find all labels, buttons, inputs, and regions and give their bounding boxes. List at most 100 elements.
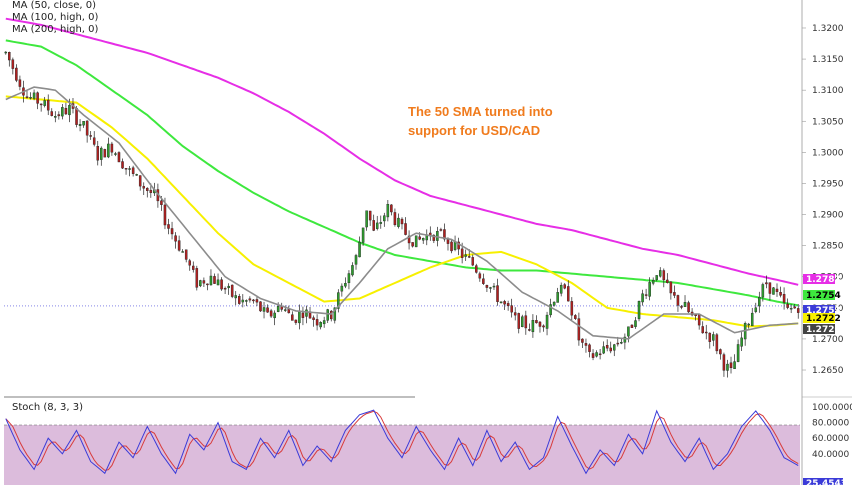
candle-body xyxy=(662,270,666,281)
candle-body xyxy=(75,108,78,125)
price-tag: 1.2754 xyxy=(803,290,841,301)
candle xyxy=(471,254,475,267)
candle xyxy=(103,148,107,158)
stoch-d-line xyxy=(5,410,799,471)
candle xyxy=(220,277,223,291)
candle-body xyxy=(18,79,22,87)
candle-body xyxy=(121,161,124,169)
candle-body xyxy=(602,346,605,354)
candle xyxy=(107,137,110,159)
candle-body xyxy=(78,124,82,126)
candle-body xyxy=(407,235,411,244)
candle xyxy=(609,341,612,354)
candle xyxy=(758,291,761,313)
candle-body xyxy=(782,294,786,303)
candle-body xyxy=(421,238,425,241)
candle-body xyxy=(195,268,199,288)
candle-body xyxy=(386,204,390,218)
candle-body xyxy=(68,104,71,116)
candle xyxy=(121,158,124,169)
candle-body xyxy=(43,100,46,106)
price-tick-label: 1.2650 xyxy=(812,366,844,376)
candle-body xyxy=(623,336,627,343)
ma100-line xyxy=(5,95,799,328)
annotation-line-1: The 50 SMA turned into xyxy=(408,104,553,119)
candle-body xyxy=(103,149,107,158)
candle-body xyxy=(740,337,743,347)
price-tick-label: 1.2900 xyxy=(812,211,844,221)
stoch-tick-label: 100.0000 xyxy=(812,403,852,413)
candle xyxy=(570,297,574,320)
candle-body xyxy=(61,107,64,117)
candle-body xyxy=(209,275,213,286)
candle-body xyxy=(46,99,50,111)
candle-body xyxy=(354,255,358,265)
price-tag-label: 1.2787 xyxy=(806,275,841,285)
candle-body xyxy=(467,256,471,258)
candle xyxy=(708,332,712,349)
candle-body xyxy=(230,284,234,297)
candle xyxy=(195,265,199,291)
candle-body xyxy=(301,312,305,318)
candle xyxy=(393,208,397,227)
candle-body xyxy=(655,275,658,280)
stoch-tick-label: 80.0000 xyxy=(812,419,849,429)
candle-body xyxy=(765,282,768,285)
candle xyxy=(729,356,733,374)
candle-body xyxy=(216,279,220,286)
candle xyxy=(613,343,616,357)
candle xyxy=(475,263,478,274)
stoch-current-tag: 25.4543 xyxy=(803,478,847,485)
candle-body xyxy=(326,309,329,321)
candle xyxy=(683,295,687,307)
candle-body xyxy=(262,307,266,312)
candle xyxy=(390,204,393,216)
candle-body xyxy=(591,353,595,358)
candle-body xyxy=(570,301,574,316)
candle-body xyxy=(248,298,252,301)
candle xyxy=(386,200,390,222)
candle-body xyxy=(567,286,570,302)
candle xyxy=(262,301,266,319)
candle-body xyxy=(715,334,719,352)
candle xyxy=(248,296,252,303)
candle-body xyxy=(701,326,704,334)
candle xyxy=(765,275,768,289)
candle xyxy=(503,299,506,311)
price-tag: 1.2787 xyxy=(803,274,841,285)
candle-body xyxy=(772,287,775,295)
candle-body xyxy=(584,343,588,346)
candle xyxy=(15,64,18,83)
candle xyxy=(400,217,404,230)
price-tag-bg xyxy=(803,290,835,300)
candle xyxy=(485,284,489,292)
price-tag: 1.2753 xyxy=(803,305,841,316)
candle-body xyxy=(538,321,542,327)
candle-body xyxy=(436,231,439,241)
candle-body xyxy=(478,273,482,279)
legend-ma200: MA (200, high, 0) xyxy=(12,24,99,35)
candle xyxy=(768,282,772,301)
candle xyxy=(789,304,793,314)
candle-body xyxy=(234,295,237,299)
candle-body xyxy=(142,186,146,189)
candle xyxy=(772,286,775,295)
candle-body xyxy=(269,310,273,317)
candle-body xyxy=(82,121,85,126)
candle xyxy=(510,298,513,318)
candle-body xyxy=(128,168,131,170)
candle-body xyxy=(206,283,209,286)
candle xyxy=(358,236,361,258)
candle xyxy=(78,119,82,132)
candle xyxy=(188,258,191,271)
candle xyxy=(64,102,68,115)
candle xyxy=(552,301,556,307)
candle-body xyxy=(96,146,100,161)
price-tag-bg xyxy=(803,324,835,334)
candle xyxy=(340,283,344,297)
candle xyxy=(57,111,61,120)
candle-body xyxy=(135,174,138,176)
candle-body xyxy=(499,301,503,304)
candle xyxy=(439,227,443,232)
